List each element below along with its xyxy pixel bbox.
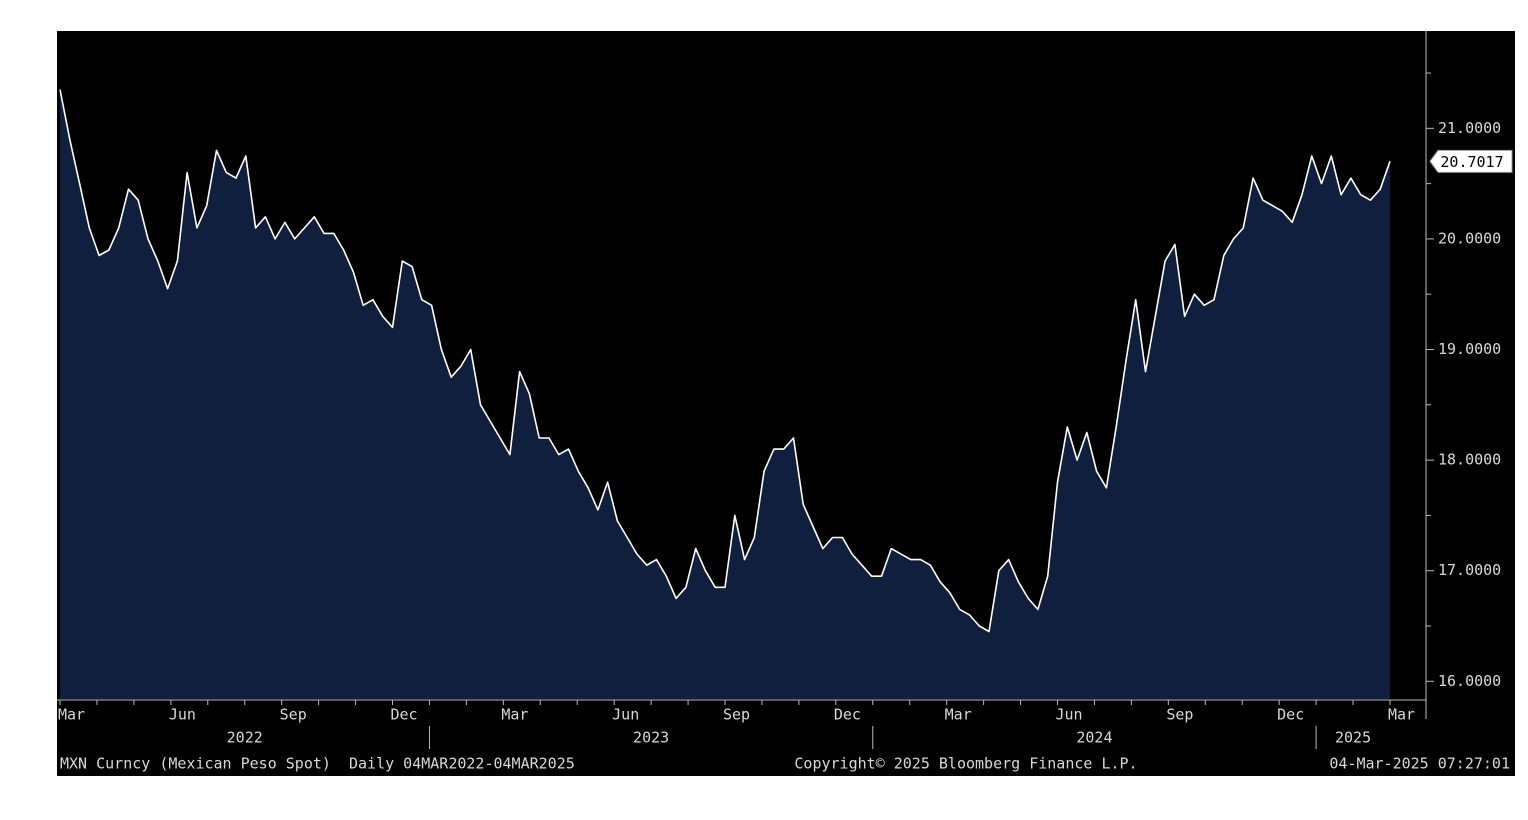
price-line bbox=[59, 89, 1391, 633]
y-tick-label: 17.0000 bbox=[1438, 561, 1501, 579]
area-fill bbox=[60, 89, 1390, 700]
x-tick-label: Dec bbox=[834, 706, 861, 724]
y-tick-label: 20.0000 bbox=[1438, 229, 1501, 247]
y-tick-label: 16.0000 bbox=[1438, 672, 1501, 690]
year-label: 2023 bbox=[633, 729, 669, 747]
y-tick-label: 21.0000 bbox=[1438, 119, 1501, 137]
x-tick-label: Sep bbox=[280, 706, 307, 724]
y-tick-label: 18.0000 bbox=[1438, 451, 1501, 469]
x-tick-label: Mar bbox=[1388, 706, 1415, 724]
year-label: 2025 bbox=[1335, 729, 1371, 747]
footer-center: Copyright© 2025 Bloomberg Finance L.P. bbox=[794, 755, 1137, 773]
year-label: 2022 bbox=[227, 729, 263, 747]
last-value-label: 20.7017 bbox=[1440, 153, 1503, 171]
x-tick-label: Sep bbox=[723, 706, 750, 724]
last-value-box bbox=[1429, 149, 1513, 173]
x-tick-label: Jun bbox=[1056, 706, 1083, 724]
x-tick-label: Mar bbox=[58, 706, 85, 724]
footer-left: MXN Curncy (Mexican Peso Spot) Daily 04M… bbox=[60, 755, 575, 773]
year-label: 2024 bbox=[1076, 729, 1112, 747]
footer-right: 04-Mar-2025 07:27:01 bbox=[1329, 755, 1510, 773]
x-tick-label: Mar bbox=[501, 706, 528, 724]
x-tick-label: Sep bbox=[1166, 706, 1193, 724]
x-tick-label: Dec bbox=[1277, 706, 1304, 724]
x-tick-label: Mar bbox=[945, 706, 972, 724]
x-tick-label: Dec bbox=[391, 706, 418, 724]
x-tick-label: Jun bbox=[612, 706, 639, 724]
x-tick-label: Jun bbox=[169, 706, 196, 724]
y-tick-label: 19.0000 bbox=[1438, 340, 1501, 358]
